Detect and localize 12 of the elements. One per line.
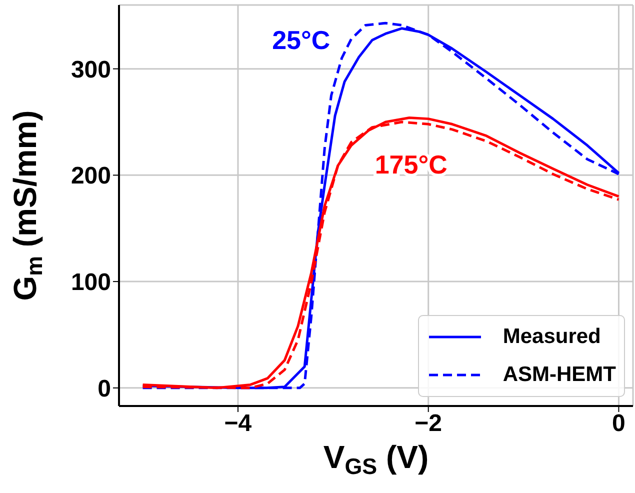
annotation: 25°C [272, 25, 330, 56]
x-axis-title: V$_{GS}$ (V) [323, 439, 429, 478]
y-tick-label: 200 [70, 162, 111, 190]
annotation: 175°C [374, 150, 448, 180]
x-tick-label: 0 [612, 410, 626, 438]
y-tick-label: 100 [70, 269, 111, 296]
legend-label: Measured [502, 325, 601, 349]
x-tick-label: −2 [414, 410, 442, 438]
y-tick-label: 0 [98, 375, 111, 402]
legend-label: ASM-HEMT [502, 363, 616, 387]
x-tick-label: −4 [224, 410, 252, 438]
y-tick-label: 300 [70, 56, 111, 84]
